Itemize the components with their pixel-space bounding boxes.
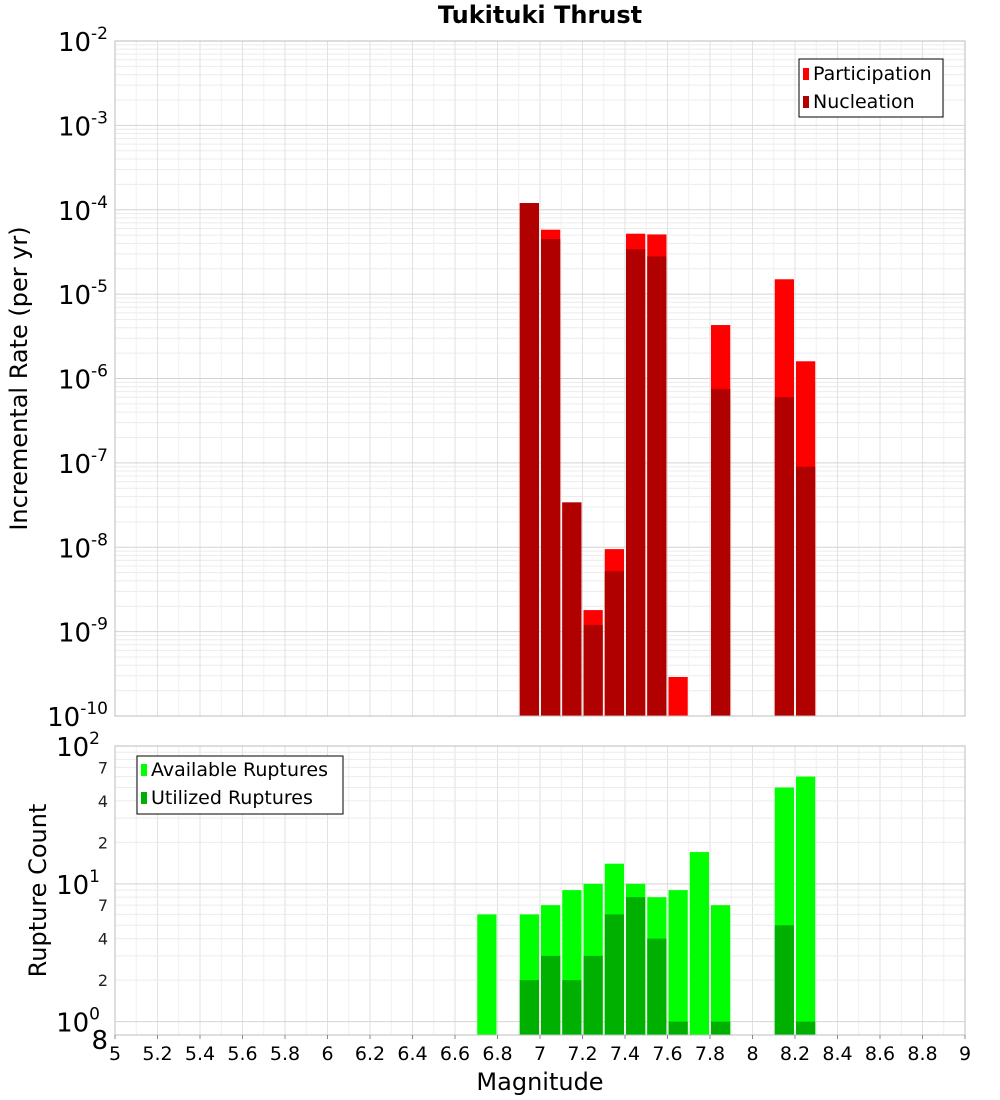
utilized-ruptures-bar xyxy=(562,980,582,1035)
legend-label-participation: Participation xyxy=(813,63,932,85)
x-tick-label: 7.6 xyxy=(652,1043,682,1065)
chart-title: Tukituki Thrust xyxy=(438,1,642,29)
top-y-tick-label: 10-2 xyxy=(58,24,108,58)
bottom-y-minor-tick-label: 4 xyxy=(98,930,108,949)
top-y-tick-label: 10-8 xyxy=(58,530,108,564)
utilized-ruptures-bar xyxy=(668,1021,688,1035)
x-tick-label: 6.6 xyxy=(440,1043,470,1065)
top-y-tick-label: 10-6 xyxy=(58,362,108,396)
utilized-ruptures-bar xyxy=(711,1021,731,1035)
available-ruptures-bar xyxy=(711,905,731,1035)
legend-swatch-participation xyxy=(803,68,809,80)
x-tick-label: 5 xyxy=(109,1043,121,1065)
nucleation-bar xyxy=(774,397,794,716)
available-ruptures-bar xyxy=(477,914,497,1035)
utilized-ruptures-bar xyxy=(626,897,646,1035)
utilized-ruptures-bar xyxy=(796,1021,816,1035)
bottom-y-minor-tick-label: 7 xyxy=(98,758,108,777)
utilized-ruptures-bar xyxy=(519,980,539,1035)
x-tick-label: 7.4 xyxy=(610,1043,640,1065)
bottom-y-tick-label: 100 xyxy=(56,1005,100,1039)
nucleation-bar xyxy=(796,466,816,716)
x-tick-label: 7.8 xyxy=(695,1043,725,1065)
x-tick-label: 6.2 xyxy=(355,1043,385,1065)
x-tick-label: 6 xyxy=(321,1043,333,1065)
x-tick-label: 5.4 xyxy=(185,1043,215,1065)
top-y-tick-label: 10-7 xyxy=(58,446,108,480)
legend-label-utilized: Utilized Ruptures xyxy=(151,787,313,809)
x-tick-label: 8.2 xyxy=(780,1043,810,1065)
legend-swatch-nucleation xyxy=(803,96,809,108)
x-tick-label: 5.6 xyxy=(227,1043,257,1065)
bottom-legend: Available Ruptures Utilized Ruptures xyxy=(136,755,344,815)
top-plot-frame xyxy=(114,40,966,717)
legend-swatch-utilized xyxy=(141,792,147,804)
legend-swatch-available xyxy=(141,764,147,776)
available-ruptures-bar xyxy=(668,890,688,1035)
x-tick-label: 8.6 xyxy=(865,1043,895,1065)
bottom-y-minor-tick-label: 4 xyxy=(98,792,108,811)
y-axis-label-top: Incremental Rate (per yr) xyxy=(5,226,33,530)
nucleation-bar xyxy=(604,571,624,716)
top-y-tick-label: 10-9 xyxy=(58,615,108,649)
x-tick-label: 8.4 xyxy=(822,1043,852,1065)
x-tick-label: 5.8 xyxy=(270,1043,300,1065)
bottom-y-minor-tick-label: 8 xyxy=(91,1026,108,1056)
nucleation-bar xyxy=(626,249,646,716)
top-y-tick-label: 10-4 xyxy=(58,193,108,227)
utilized-ruptures-bar xyxy=(541,955,561,1035)
x-tick-label: 6.8 xyxy=(482,1043,512,1065)
bottom-legend-box xyxy=(136,755,344,815)
utilized-ruptures-bar xyxy=(647,938,667,1035)
utilized-ruptures-bar xyxy=(604,914,624,1035)
available-ruptures-bar xyxy=(796,776,816,1035)
x-tick-label: 5.2 xyxy=(142,1043,172,1065)
x-tick-label: 7.2 xyxy=(567,1043,597,1065)
utilized-ruptures-bar xyxy=(774,925,794,1035)
bottom-y-tick-label: 101 xyxy=(56,867,100,901)
bottom-y-minor-tick-label: 2 xyxy=(98,833,108,852)
x-tick-label: 6.4 xyxy=(397,1043,427,1065)
available-ruptures-bar xyxy=(689,852,709,1035)
nucleation-bar xyxy=(647,256,667,716)
y-axis-label-bottom: Rupture Count xyxy=(24,804,52,978)
nucleation-bar xyxy=(519,203,539,716)
participation-bar xyxy=(668,676,688,716)
utilized-ruptures-bar xyxy=(583,955,603,1035)
top-y-tick-label: 10-5 xyxy=(58,277,108,311)
x-tick-label: 9 xyxy=(959,1043,971,1065)
bottom-y-minor-tick-label: 7 xyxy=(98,896,108,915)
top-legend: Participation Nucleation xyxy=(798,58,944,118)
bottom-y-tick-label: 102 xyxy=(56,729,100,763)
top-y-tick-label: 10-10 xyxy=(47,699,108,733)
top-y-tick-label: 10-3 xyxy=(58,108,108,142)
legend-label-available: Available Ruptures xyxy=(151,759,328,781)
nucleation-bar xyxy=(541,239,561,716)
nucleation-bar xyxy=(711,389,731,716)
nucleation-bar xyxy=(583,624,603,716)
x-tick-label: 8 xyxy=(746,1043,758,1065)
top-legend-box xyxy=(798,58,944,118)
x-axis-label: Magnitude xyxy=(476,1068,603,1096)
legend-label-nucleation: Nucleation xyxy=(813,91,915,113)
bottom-y-minor-tick-label: 2 xyxy=(98,971,108,990)
x-tick-label: 7 xyxy=(534,1043,546,1065)
x-tick-label: 8.8 xyxy=(907,1043,937,1065)
nucleation-bar xyxy=(562,502,582,716)
